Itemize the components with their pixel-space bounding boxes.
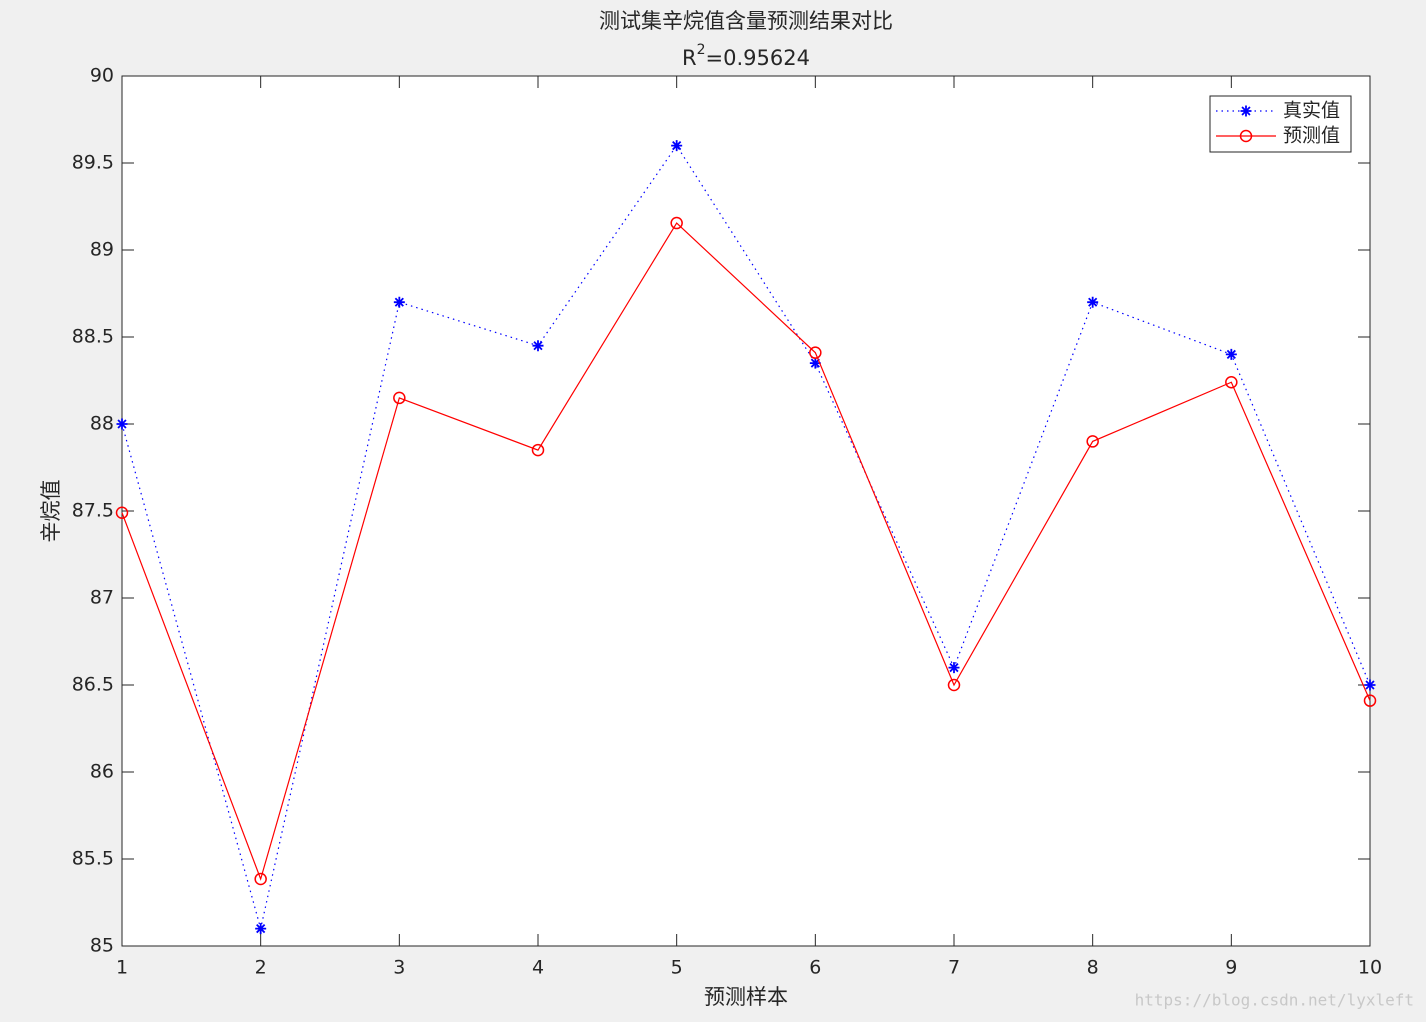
marker-circle (1239, 129, 1253, 143)
x-tick-label: 2 (255, 957, 267, 979)
marker-circle (531, 443, 545, 457)
chart-title: 测试集辛烷值含量预测结果对比 (599, 9, 893, 33)
marker-asterisk (809, 357, 821, 369)
marker-circle (1225, 375, 1238, 389)
marker-asterisk (671, 140, 683, 152)
x-tick-label: 5 (671, 957, 683, 979)
x-axis-label: 预测样本 (704, 985, 788, 1009)
x-tick-label: 7 (948, 957, 960, 979)
series-line (121, 222, 1371, 881)
y-tick-label: 90 (90, 65, 114, 87)
marker-asterisk (116, 418, 128, 430)
marker-asterisk (1240, 105, 1252, 117)
legend-label: 真实值 (1283, 100, 1340, 122)
marker-circle (1086, 435, 1099, 448)
marker-circle (115, 506, 129, 519)
subtitle-base: R (682, 46, 697, 70)
marker-asterisk (948, 662, 960, 674)
legend-box (1209, 95, 1352, 153)
x-tick-label: 8 (1087, 957, 1099, 979)
y-tick-label: 89.5 (72, 152, 114, 174)
marker-circle (670, 216, 683, 230)
marker-circle (1363, 694, 1377, 707)
marker-asterisk (255, 923, 267, 935)
plot-area (121, 75, 1371, 947)
marker-circle (393, 391, 406, 405)
marker-asterisk (1225, 348, 1237, 360)
y-tick-label: 87.5 (72, 500, 114, 522)
subtitle-sup: 2 (697, 42, 706, 58)
marker-circle (947, 678, 961, 692)
y-tick-label: 89 (90, 239, 114, 261)
marker-circle (254, 872, 267, 886)
marker-circle (809, 346, 822, 359)
marker-asterisk (1087, 296, 1099, 308)
y-tick-label: 87 (90, 587, 114, 609)
x-tick-label: 3 (393, 957, 405, 979)
y-tick-label: 85.5 (72, 848, 114, 870)
marker-asterisk (393, 296, 405, 308)
y-tick-label: 88 (90, 413, 114, 435)
y-tick-label: 85 (90, 935, 114, 957)
chart-subtitle: R2=0.95624 (682, 42, 810, 70)
subtitle-rest: =0.95624 (706, 46, 810, 70)
marker-asterisk (1364, 679, 1376, 691)
x-tick-label: 1 (116, 957, 128, 979)
x-tick-label: 6 (809, 957, 821, 979)
y-axis-label: 辛烷值 (39, 480, 63, 543)
marker-asterisk (532, 340, 544, 352)
y-tick-label: 88.5 (72, 326, 114, 348)
x-tick-label: 4 (532, 957, 544, 979)
watermark: https://blog.csdn.net/lyxleft (1135, 991, 1414, 1010)
x-tick-label: 10 (1358, 957, 1382, 979)
y-tick-label: 86.5 (72, 674, 114, 696)
y-tick-label: 86 (90, 761, 114, 783)
legend-label: 预测值 (1283, 125, 1340, 147)
x-tick-label: 9 (1225, 957, 1237, 979)
